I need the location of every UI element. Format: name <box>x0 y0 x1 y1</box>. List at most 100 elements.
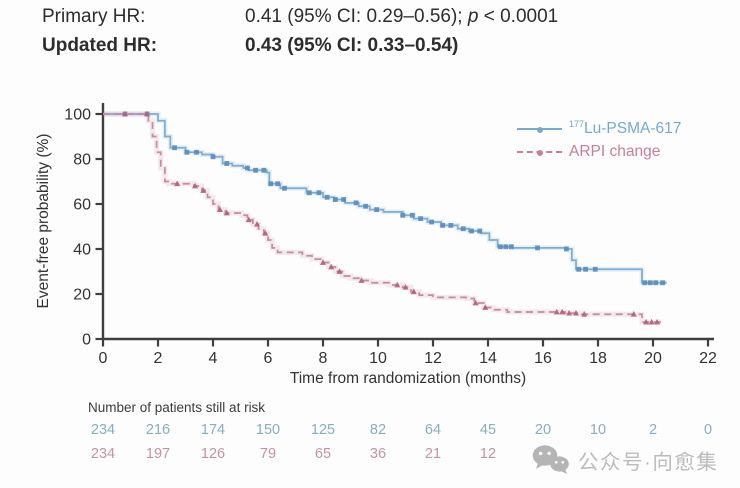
censor-mark <box>306 190 312 196</box>
censor-mark <box>324 194 330 200</box>
legend-marker-dot <box>536 149 543 156</box>
y-axis-title: Event-free probability (%) <box>35 134 52 309</box>
x-tick-label: 20 <box>644 350 662 367</box>
at-risk-count: 82 <box>369 422 387 438</box>
x-tick-label: 2 <box>154 350 163 367</box>
censor-mark <box>535 245 540 251</box>
primary-hr-value: 0.41 (95% CI: 0.29–0.56); p < 0.0001 <box>245 6 558 28</box>
at-risk-count: 36 <box>369 446 387 462</box>
censor-mark <box>418 216 424 222</box>
censor-mark <box>216 206 223 213</box>
legend-item-arpi: ARPI change <box>517 140 681 163</box>
at-risk-count: 65 <box>314 446 332 462</box>
censor-mark <box>482 304 489 310</box>
legend-marker-dot <box>536 126 543 133</box>
censor-mark <box>630 311 637 317</box>
at-risk-count: 64 <box>424 422 442 438</box>
primary-hr-label: Primary HR: <box>42 6 146 27</box>
at-risk-count: 197 <box>145 446 171 462</box>
censor-mark <box>581 311 588 317</box>
at-risk-title: Number of patients still at risk <box>88 400 266 415</box>
censor-mark <box>642 280 648 286</box>
censor-mark <box>553 308 560 315</box>
x-tick-label: 6 <box>264 350 273 367</box>
at-risk-count: 0 <box>703 422 713 438</box>
y-tick-label: 80 <box>73 152 91 169</box>
censor-mark <box>245 216 252 223</box>
censor-mark <box>358 277 365 283</box>
censor-mark <box>410 288 417 295</box>
censor-mark <box>282 185 287 191</box>
legend-item-lu-psma: 177Lu-PSMA-617 <box>517 117 681 140</box>
x-tick-label: 10 <box>369 350 387 367</box>
hazard-ratio-header: Primary HR: 0.41 (95% CI: 0.29–0.56); p … <box>42 6 558 64</box>
censor-mark <box>253 167 259 173</box>
at-risk-count: 2 <box>648 422 658 438</box>
x-tick-label: 14 <box>479 350 497 367</box>
y-tick-label: 40 <box>73 242 91 259</box>
censor-mark <box>440 222 446 228</box>
censor-mark <box>172 145 177 151</box>
censor-mark <box>144 110 150 117</box>
censor-mark <box>583 266 589 272</box>
censor-mark <box>576 266 582 272</box>
x-tick-label: 18 <box>589 350 607 367</box>
censor-mark <box>244 165 250 171</box>
censor-mark <box>508 244 514 250</box>
at-risk-count: 150 <box>255 422 281 438</box>
watermark-text: 公众号·向愈集 <box>578 450 719 474</box>
at-risk-count: 20 <box>534 422 552 438</box>
legend-label-lu-psma: 177Lu-PSMA-617 <box>569 120 681 137</box>
censor-mark <box>210 154 216 160</box>
censor-mark <box>559 308 566 315</box>
censor-mark <box>223 209 230 216</box>
legend-text: ARPI change <box>569 143 661 161</box>
censor-mark <box>336 268 343 274</box>
y-tick-label: 60 <box>73 197 91 214</box>
watermark: 公众号·向愈集 <box>531 443 718 476</box>
legend-line-sample-solid <box>517 126 562 133</box>
censor-mark <box>341 197 347 202</box>
x-tick-label: 0 <box>99 350 108 367</box>
updated-hr-label: Updated HR: <box>42 35 158 56</box>
at-risk-count: 234 <box>90 446 116 462</box>
at-risk-count: 125 <box>310 422 336 438</box>
censor-mark <box>328 263 335 270</box>
censor-mark <box>320 259 326 265</box>
x-tick-label: 4 <box>209 350 218 367</box>
censor-mark <box>503 244 509 250</box>
legend-label-arpi: ARPI change <box>569 143 660 160</box>
at-risk-count: 21 <box>424 446 442 462</box>
censor-mark <box>660 280 666 286</box>
series-lu-psma <box>103 111 667 286</box>
chart-legend: 177Lu-PSMA-617 ARPI change <box>517 117 681 163</box>
censor-mark <box>643 318 650 325</box>
censor-mark <box>563 246 569 252</box>
censor-mark <box>122 110 128 117</box>
y-tick-label: 100 <box>64 107 91 124</box>
at-risk-count: 234 <box>90 422 116 438</box>
censor-mark <box>448 222 454 228</box>
censor-mark <box>192 182 199 189</box>
censor-mark <box>472 299 479 306</box>
wechat-icon <box>532 445 569 474</box>
at-risk-count: 45 <box>479 422 497 438</box>
at-risk-count: 126 <box>200 446 226 462</box>
axes: 0 20 40 60 80 100 0 2 4 6 8 10 12 14 16 18 20 22 Event-fre… <box>35 103 717 387</box>
censor-mark <box>477 228 483 234</box>
isotope-superscript: 177 <box>569 119 585 130</box>
censor-mark <box>224 161 230 166</box>
censor-mark <box>400 212 406 218</box>
censor-mark <box>647 280 653 286</box>
at-risk-count: 174 <box>200 422 226 438</box>
primary-hr-row: Primary HR: 0.41 (95% CI: 0.29–0.56); p … <box>42 6 558 35</box>
censor-mark <box>402 284 409 290</box>
censor-mark <box>200 187 207 193</box>
censor-mark <box>374 207 380 213</box>
p-value-text: < 0.0001 <box>478 6 559 27</box>
censor-mark <box>184 149 190 155</box>
y-tick-label: 0 <box>82 332 91 349</box>
censor-mark <box>409 212 415 218</box>
